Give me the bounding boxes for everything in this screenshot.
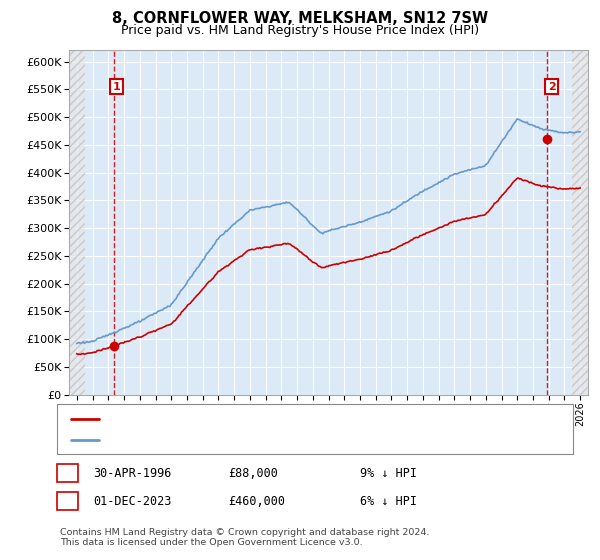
Text: 30-APR-1996: 30-APR-1996 (93, 466, 172, 480)
Text: 01-DEC-2023: 01-DEC-2023 (93, 494, 172, 508)
Text: 2: 2 (548, 82, 556, 91)
Text: Price paid vs. HM Land Registry's House Price Index (HPI): Price paid vs. HM Land Registry's House … (121, 24, 479, 36)
Text: HPI: Average price, detached house, Wiltshire: HPI: Average price, detached house, Wilt… (105, 435, 355, 445)
Text: 1: 1 (64, 468, 71, 478)
Text: 8, CORNFLOWER WAY, MELKSHAM, SN12 7SW: 8, CORNFLOWER WAY, MELKSHAM, SN12 7SW (112, 11, 488, 26)
Text: 8, CORNFLOWER WAY, MELKSHAM, SN12 7SW (detached house): 8, CORNFLOWER WAY, MELKSHAM, SN12 7SW (d… (105, 414, 456, 424)
Bar (69, 50, 85, 395)
Text: 1: 1 (112, 82, 120, 91)
Text: £460,000: £460,000 (228, 494, 285, 508)
Bar (572, 50, 588, 395)
Text: 6% ↓ HPI: 6% ↓ HPI (360, 494, 417, 508)
Text: £88,000: £88,000 (228, 466, 278, 480)
Text: 2: 2 (64, 496, 71, 506)
Text: Contains HM Land Registry data © Crown copyright and database right 2024.
This d: Contains HM Land Registry data © Crown c… (60, 528, 430, 547)
Text: 9% ↓ HPI: 9% ↓ HPI (360, 466, 417, 480)
